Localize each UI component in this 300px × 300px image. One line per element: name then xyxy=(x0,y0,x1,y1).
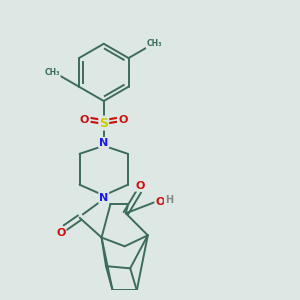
Text: O: O xyxy=(119,115,128,125)
Text: N: N xyxy=(99,193,108,203)
Text: O: O xyxy=(79,115,88,125)
Text: N: N xyxy=(99,138,108,148)
Text: O: O xyxy=(155,197,165,207)
Text: CH₃: CH₃ xyxy=(146,39,162,48)
Text: S: S xyxy=(99,116,108,130)
Text: CH₃: CH₃ xyxy=(44,68,60,77)
Text: O: O xyxy=(135,181,145,191)
Text: O: O xyxy=(56,228,65,238)
Text: H: H xyxy=(165,195,173,205)
